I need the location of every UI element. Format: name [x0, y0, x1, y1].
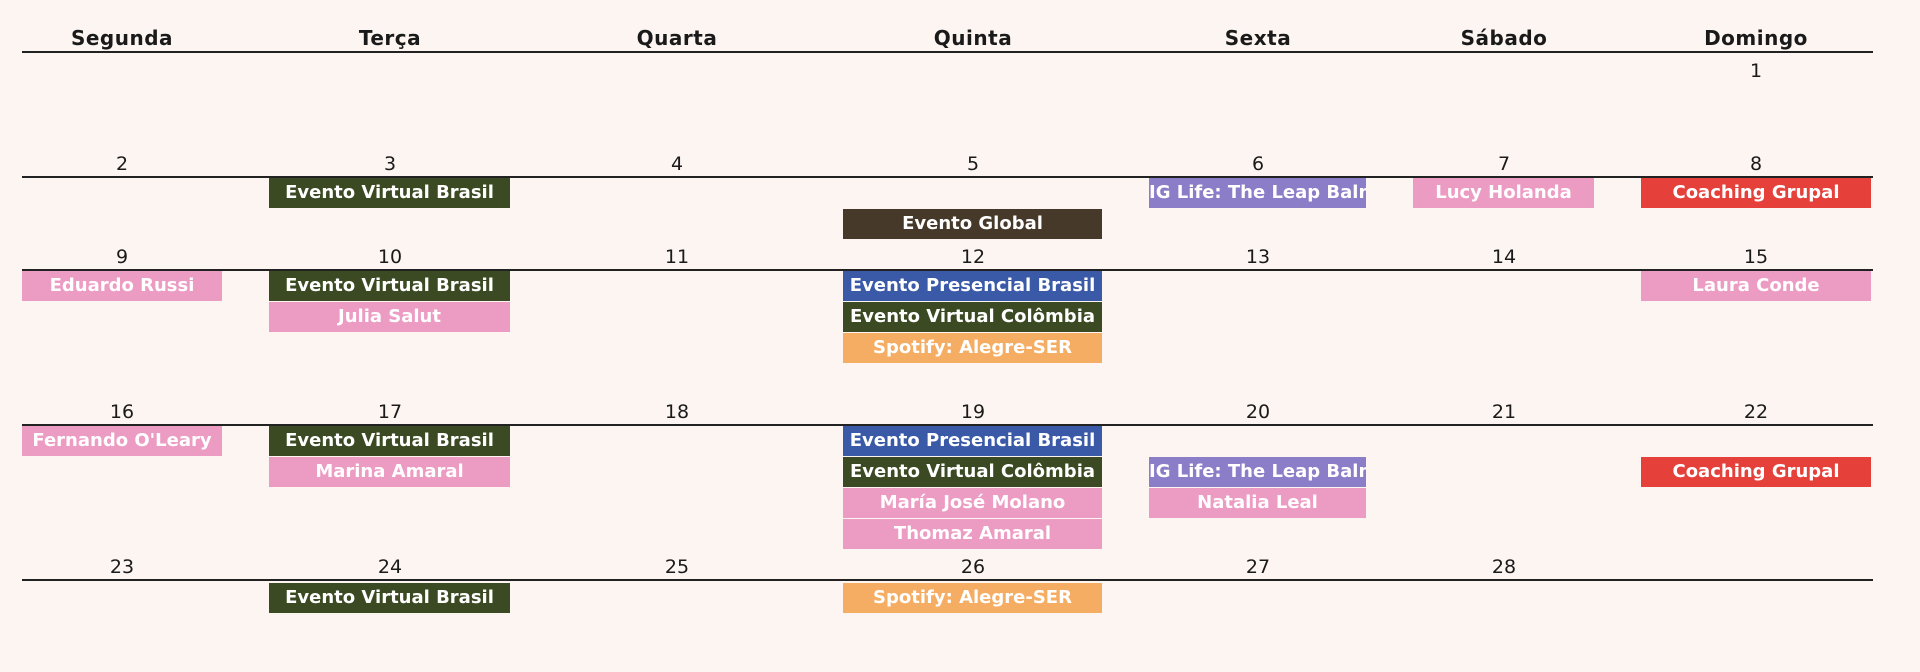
event-chip[interactable]: Fernando O'Leary	[22, 426, 222, 456]
event-chip[interactable]: Evento Virtual Colômbia	[843, 457, 1102, 487]
day-number: 11	[664, 246, 690, 268]
day-number: 19	[960, 401, 986, 423]
day-number: 25	[664, 556, 690, 578]
event-chip[interactable]: Evento Presencial Brasil	[843, 426, 1102, 456]
day-number: 24	[377, 556, 403, 578]
day-number: 15	[1743, 246, 1769, 268]
event-chip[interactable]: Lucy Holanda	[1413, 178, 1594, 208]
weekday-header-terca: Terça	[358, 26, 422, 50]
weekday-header-quarta: Quarta	[636, 26, 718, 50]
day-number: 17	[377, 401, 403, 423]
event-chip[interactable]: Natalia Leal	[1149, 488, 1366, 518]
event-chip[interactable]: Julia Salut	[269, 302, 510, 332]
weekday-header-sabado: Sábado	[1460, 26, 1548, 50]
week-divider	[22, 269, 1873, 271]
header-divider	[22, 51, 1873, 53]
day-number: 28	[1491, 556, 1517, 578]
week-divider	[22, 579, 1873, 581]
day-number: 9	[115, 246, 129, 268]
day-number: 8	[1749, 153, 1763, 175]
day-number: 1	[1749, 60, 1763, 82]
weekday-header-domingo: Domingo	[1704, 26, 1808, 50]
day-number: 21	[1491, 401, 1517, 423]
event-chip[interactable]: Coaching Grupal	[1641, 178, 1871, 208]
day-number: 6	[1251, 153, 1265, 175]
event-chip[interactable]: Evento Virtual Brasil	[269, 426, 510, 456]
event-chip[interactable]: María José Molano	[843, 488, 1102, 518]
event-chip[interactable]: Evento Global	[843, 209, 1102, 239]
day-number: 13	[1245, 246, 1271, 268]
event-chip[interactable]: Evento Virtual Brasil	[269, 583, 510, 613]
event-chip[interactable]: Laura Conde	[1641, 271, 1871, 301]
day-number: 7	[1497, 153, 1511, 175]
event-chip[interactable]: Evento Virtual Colômbia	[843, 302, 1102, 332]
day-number: 10	[377, 246, 403, 268]
event-chip[interactable]: Eduardo Russi	[22, 271, 222, 301]
event-chip[interactable]: Spotify: Alegre-SER	[843, 583, 1102, 613]
event-chip[interactable]: Evento Presencial Brasil	[843, 271, 1102, 301]
event-chip[interactable]: Evento Virtual Brasil	[269, 271, 510, 301]
day-number: 12	[960, 246, 986, 268]
week-divider	[22, 424, 1873, 426]
day-number: 16	[109, 401, 135, 423]
day-number: 18	[664, 401, 690, 423]
day-number: 14	[1491, 246, 1517, 268]
weekday-header-segunda: Segunda	[70, 26, 174, 50]
event-chip[interactable]: Thomaz Amaral	[843, 519, 1102, 549]
event-chip[interactable]: IG Life: The Leap Balm	[1149, 178, 1366, 208]
event-chip[interactable]: IG Life: The Leap Balm	[1149, 457, 1366, 487]
day-number: 23	[109, 556, 135, 578]
day-number: 3	[383, 153, 397, 175]
day-number: 4	[670, 153, 684, 175]
day-number: 5	[966, 153, 980, 175]
day-number: 22	[1743, 401, 1769, 423]
day-number: 27	[1245, 556, 1271, 578]
day-number: 20	[1245, 401, 1271, 423]
event-chip[interactable]: Evento Virtual Brasil	[269, 178, 510, 208]
day-number: 2	[115, 153, 129, 175]
weekday-header-sexta: Sexta	[1224, 26, 1292, 50]
event-chip[interactable]: Marina Amaral	[269, 457, 510, 487]
event-chip[interactable]: Coaching Grupal	[1641, 457, 1871, 487]
day-number: 26	[960, 556, 986, 578]
week-divider	[22, 176, 1873, 178]
weekday-header-quinta: Quinta	[933, 26, 1013, 50]
event-chip[interactable]: Spotify: Alegre-SER	[843, 333, 1102, 363]
